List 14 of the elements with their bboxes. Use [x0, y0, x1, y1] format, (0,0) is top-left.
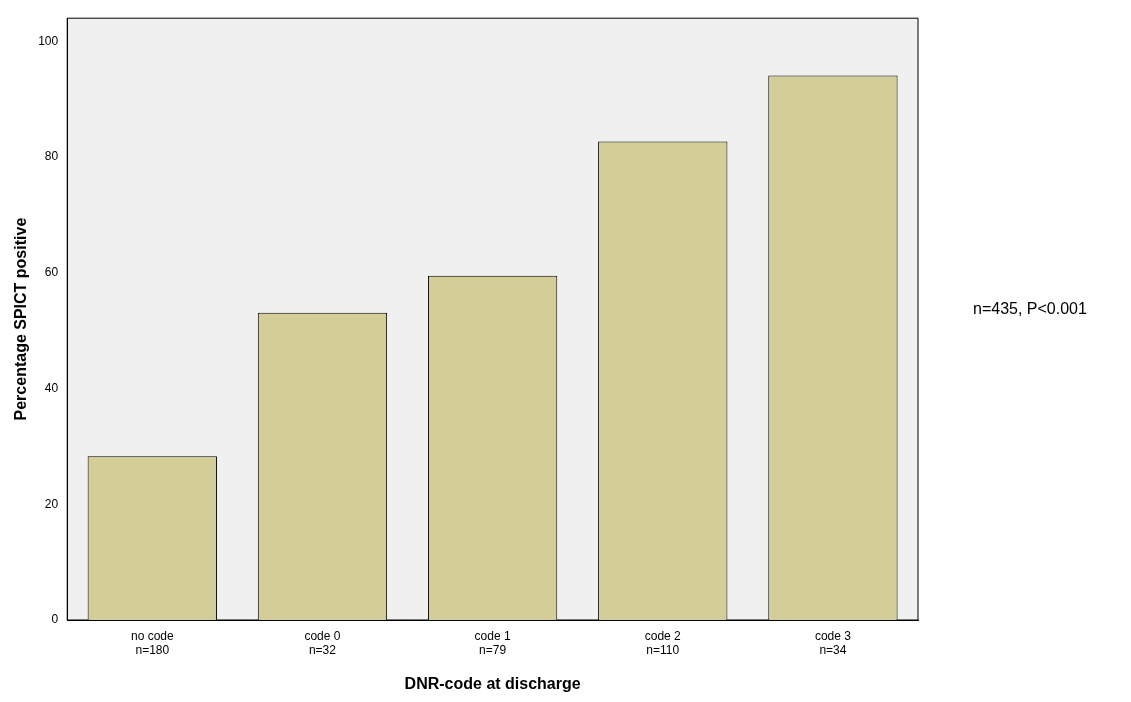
x-tick-label: code 3 n=34	[814, 628, 852, 657]
y-axis-title: Percentage SPICT positive	[12, 217, 30, 421]
x-tick-label: code 2 n=110	[644, 628, 682, 657]
x-tick-label: no code n=180	[130, 628, 174, 657]
x-axis-title: DNR-code at discharge	[404, 674, 581, 692]
x-tick-label: code 0 n=32	[304, 628, 341, 657]
y-tick-label: 60	[44, 265, 59, 280]
y-tick-label: 0	[51, 612, 59, 627]
text: n=435, P<0.001	[973, 300, 1087, 318]
x-tick-label: code 1 n=79	[474, 628, 511, 657]
y-tick-label: 20	[44, 496, 59, 511]
y-tick-label: 40	[44, 380, 59, 395]
y-tick-label: 100	[38, 33, 59, 48]
y-tick-label: 80	[44, 149, 59, 164]
